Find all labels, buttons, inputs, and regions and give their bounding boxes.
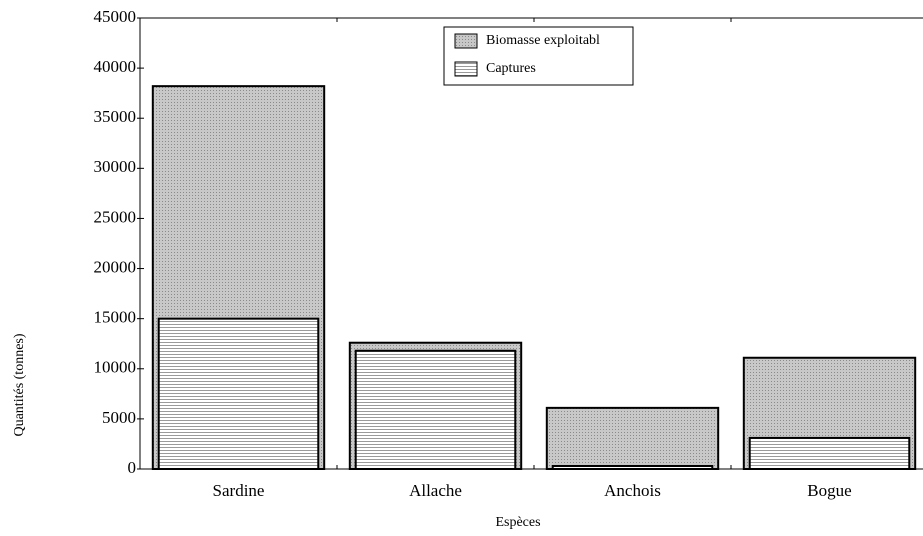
y-tick-label: 15000: [94, 308, 137, 327]
x-tick-label: Allache: [409, 481, 462, 500]
y-tick-label: 5000: [102, 408, 136, 427]
y-tick-label: 0: [128, 458, 137, 477]
bar: [354, 349, 517, 470]
legend-label: Biomasse exploitabl: [486, 33, 600, 48]
y-tick-label: 40000: [94, 57, 137, 76]
bar: [157, 317, 320, 470]
legend-swatch: [454, 61, 478, 77]
x-tick-label: Sardine: [213, 481, 265, 500]
bar: [545, 406, 720, 470]
x-tick-label: Anchois: [604, 481, 661, 500]
y-tick-label: 25000: [94, 207, 137, 226]
bar: [748, 436, 911, 471]
y-axis-title: Quantités (tonnes): [12, 333, 27, 436]
legend-swatch: [454, 33, 478, 49]
x-axis-title: Espèces: [495, 515, 540, 530]
x-tick-label: Bogue: [807, 481, 851, 500]
y-tick-label: 35000: [94, 107, 137, 126]
y-tick-label: 10000: [94, 358, 137, 377]
bar: [551, 464, 714, 471]
y-tick-label: 20000: [94, 257, 137, 276]
y-tick-label: 30000: [94, 157, 137, 176]
legend-label: Captures: [486, 61, 536, 76]
y-tick-label: 45000: [94, 7, 137, 26]
